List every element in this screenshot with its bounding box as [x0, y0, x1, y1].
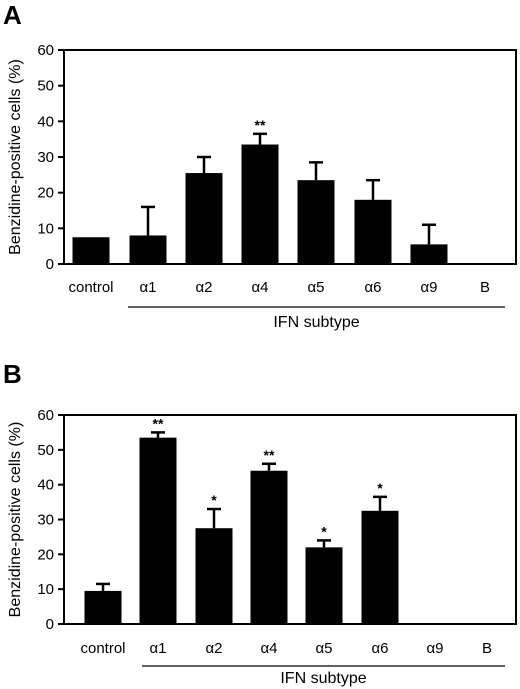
panel-b-y-tick-label: 60 [37, 407, 54, 424]
panel-a-significance-label: ** [255, 117, 266, 133]
panel-a-plot-frame [63, 49, 517, 265]
panel-a-bar [185, 173, 223, 264]
panel-a-category-label: α1 [139, 279, 156, 296]
panel-a-y-tick-label: 0 [46, 256, 54, 273]
panel-b-bar [195, 528, 233, 624]
panel-a-bar [354, 199, 392, 264]
panel-b-category-label: B [482, 640, 492, 657]
panel-a-x-axis-label: IFN subtype [273, 314, 359, 331]
panel-b-significance-label: * [377, 480, 383, 496]
panel-b-category-label: α6 [371, 640, 388, 657]
panel-a-category-label: α5 [307, 279, 324, 296]
panel-a-bar [241, 144, 279, 264]
panel-a-category-label: α2 [195, 279, 212, 296]
panel-a-category-label: α9 [420, 279, 437, 296]
panel-b-bar [250, 470, 288, 624]
panel-b-category-label: control [80, 640, 125, 657]
panel-b-significance-label: ** [264, 447, 275, 463]
panel-b-bar [139, 437, 177, 624]
panel-a-y-tick-label: 10 [37, 220, 54, 237]
panel-b-y-tick-label: 20 [37, 546, 54, 563]
panel-b-significance-label: ** [153, 415, 164, 431]
panel-b-y-tick-label: 40 [37, 477, 54, 494]
panel-b-y-tick-label: 10 [37, 581, 54, 598]
panel-a-category-label: α6 [364, 279, 381, 296]
panel-b-category-label: α5 [315, 640, 332, 657]
panel-a-bar [129, 235, 167, 264]
panel-a-bar [410, 244, 448, 264]
panel-b-category-label: α2 [205, 640, 222, 657]
panel-a-category-label: α4 [251, 279, 268, 296]
panel-a-category-label: B [480, 279, 490, 296]
panel-b-plot-frame [63, 414, 517, 625]
panel-a-y-axis-label: Benzidine-positive cells (%) [7, 59, 24, 255]
panel-a-y-tick-label: 30 [37, 149, 54, 166]
panel-b-y-tick-label: 50 [37, 442, 54, 459]
chart-panel-a: 0 10 20 30 40 50 60 Benzidine-positive cells (%… [7, 42, 517, 331]
panel-a-bar [72, 237, 110, 264]
chart-panel-b: 0 10 20 30 40 50 60 Benzidine-positive cells (%… [7, 407, 517, 687]
panel-b-y-axis-label: Benzidine-positive cells (%) [7, 422, 24, 618]
panel-b-bar [361, 510, 399, 624]
panel-b-bar [84, 590, 122, 624]
panel-b-category-label: α1 [149, 640, 166, 657]
panel-letter-a: A [3, 0, 22, 30]
panel-a-y-tick-label: 40 [37, 113, 54, 130]
panel-b-y-tick-label: 0 [46, 616, 54, 633]
panel-a-y-tick-label: 20 [37, 185, 54, 202]
panel-b-category-label: α9 [426, 640, 443, 657]
panel-b-significance-label: * [211, 492, 217, 508]
panel-b-category-label: α4 [260, 640, 277, 657]
panel-b-significance-label: * [321, 523, 327, 539]
panel-a-y-tick-label: 50 [37, 78, 54, 95]
panel-b-bar [305, 547, 343, 624]
panel-b-y-tick-label: 30 [37, 512, 54, 529]
panel-letter-b: B [3, 359, 22, 389]
panel-b-x-axis-label: IFN subtype [280, 670, 366, 687]
panel-a-category-label: control [68, 279, 113, 296]
panel-a-bar [297, 180, 335, 264]
panel-a-y-tick-label: 60 [37, 42, 54, 59]
